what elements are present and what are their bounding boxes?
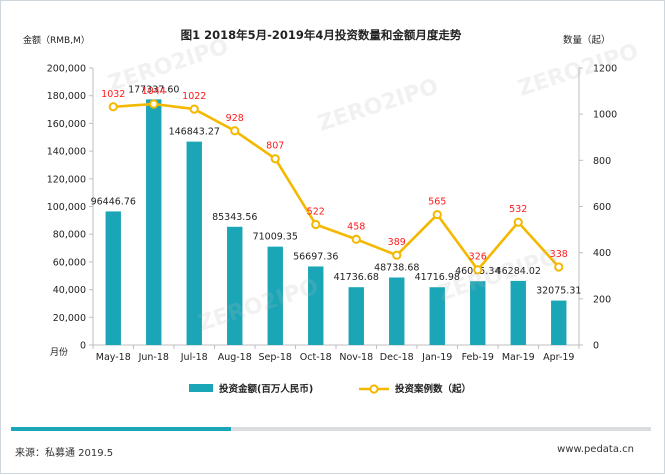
bar <box>227 226 243 345</box>
x-tick-label: Jun-18 <box>138 352 169 363</box>
line-point <box>189 104 199 114</box>
legend: 投资金额(百万人民币) 投资案例数（起） <box>189 383 471 395</box>
line-point <box>149 99 159 109</box>
left-tick-label: 100,000 <box>47 202 86 213</box>
line-value-label: 522 <box>307 207 325 218</box>
bar-value-label: 96446.76 <box>91 196 136 207</box>
bar-value-label: 177337.60 <box>128 84 179 95</box>
bar <box>267 246 283 345</box>
line-value-label: 807 <box>266 141 284 152</box>
bar <box>308 266 324 345</box>
left-tick-label: 0 <box>80 341 86 352</box>
right-axis-label: 数量（起） <box>563 34 611 46</box>
line-point <box>513 217 523 227</box>
right-tick-label: 1200 <box>593 64 617 75</box>
footer-divider-accent <box>11 427 231 431</box>
watermark-logo: ZERO2IPO <box>315 74 442 136</box>
right-tick-label: 200 <box>593 294 611 305</box>
left-tick-label: 40,000 <box>53 285 86 296</box>
watermark-logo: ZERO2IPO <box>515 39 642 101</box>
left-tick-label: 60,000 <box>53 257 86 268</box>
left-tick-label: 180,000 <box>47 91 86 102</box>
line-value-label: 1022 <box>182 91 206 102</box>
bar <box>389 277 405 345</box>
line-point <box>432 209 442 220</box>
right-tick-label: 0 <box>593 341 599 352</box>
x-tick-label: Oct-18 <box>300 352 332 363</box>
line-series-path <box>113 102 560 272</box>
line-value-label: 1044 <box>142 86 166 97</box>
plot-area: 0 20,000 40,000 60,000 80,000 100,000 120,000 1… <box>47 34 642 363</box>
x-tick-label: Feb-19 <box>462 352 494 363</box>
bar-value-label: 32075.31 <box>536 286 581 297</box>
line-value-label: 338 <box>550 249 568 260</box>
bar-value-label: 85343.56 <box>212 212 257 223</box>
left-tick-label: 80,000 <box>53 230 86 241</box>
legend-label-line: 投资案例数（起） <box>395 383 471 395</box>
line-point <box>311 219 321 230</box>
x-tick-label: Jan-19 <box>421 352 452 363</box>
x-tick-label: Dec-18 <box>380 352 414 363</box>
bar-value-label: 41736.68 <box>334 272 379 283</box>
bar <box>348 287 364 345</box>
x-tick-label: May-18 <box>96 352 131 363</box>
line-value-label: 326 <box>469 252 487 263</box>
chart-title: 图1 2018年5月-2019年4月投资数量和金额月度走势 <box>181 28 462 42</box>
bar-value-label: 48738.68 <box>374 262 419 273</box>
left-tick-label: 200,000 <box>47 64 86 75</box>
bar-value-label: 41716.98 <box>415 272 460 283</box>
bar <box>510 280 526 345</box>
bar <box>146 99 162 345</box>
site-url: www.pedata.cn <box>557 444 634 455</box>
line-point <box>554 262 564 272</box>
left-tick-label: 120,000 <box>47 174 86 185</box>
right-tick-label: 600 <box>593 202 611 213</box>
line-value-label: 928 <box>226 113 244 124</box>
line-value-label: 1032 <box>101 89 125 100</box>
x-tick-label: Aug-18 <box>218 352 252 363</box>
footer-divider <box>11 427 651 431</box>
x-axis-label: 月份 <box>50 346 68 358</box>
left-tick-label: 160,000 <box>47 119 86 130</box>
line-point <box>351 234 361 244</box>
bar <box>551 300 567 345</box>
bar <box>186 141 202 345</box>
bar-value-label: 46284.02 <box>496 266 541 277</box>
legend-label-bar: 投资金额(百万人民币) <box>219 383 313 395</box>
line-point <box>108 102 118 112</box>
watermark-logo: ZERO2IPO <box>195 274 322 336</box>
line-value-label: 565 <box>428 197 446 208</box>
line-value-label: 532 <box>509 204 527 215</box>
bar-value-label: 146843.27 <box>169 127 220 138</box>
right-tick-label: 1000 <box>593 110 617 121</box>
bar <box>470 281 486 345</box>
line-point <box>270 154 280 164</box>
x-tick-label: Jul-18 <box>180 352 208 363</box>
bar-value-label: 71009.35 <box>253 232 298 243</box>
right-tick-label: 800 <box>593 156 611 167</box>
line-point <box>473 265 483 275</box>
left-tick-label: 140,000 <box>47 147 86 158</box>
legend-swatch-bar <box>189 384 213 392</box>
line-value-label: 389 <box>388 237 406 248</box>
bar <box>105 211 121 345</box>
line-point <box>230 126 240 136</box>
left-axis-label: 金额（RMB,M） <box>23 34 90 46</box>
x-tick-label: Nov-18 <box>339 352 373 363</box>
source-note: 来源：私募通 2019.5 <box>15 448 114 459</box>
bar <box>429 287 445 345</box>
right-tick-label: 400 <box>593 248 611 259</box>
x-tick-label: Mar-19 <box>502 352 535 363</box>
left-tick-label: 20,000 <box>53 313 86 324</box>
legend-swatch-marker <box>369 384 379 394</box>
x-tick-label: Sep-18 <box>259 352 292 363</box>
line-value-label: 458 <box>347 221 365 232</box>
x-tick-label: Apr-19 <box>543 352 574 363</box>
bar-value-label: 56697.36 <box>293 251 338 262</box>
line-point <box>392 250 402 260</box>
